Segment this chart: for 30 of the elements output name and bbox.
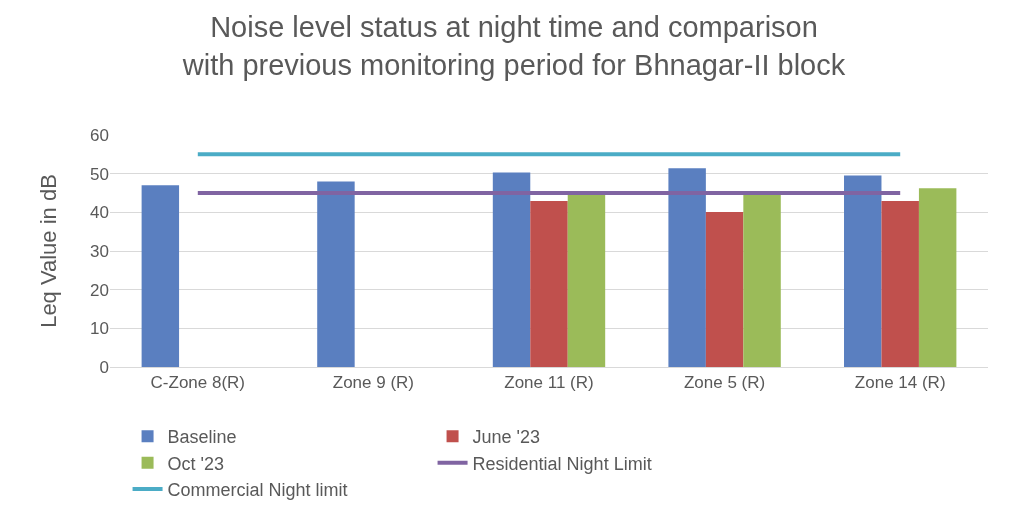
x-tick-label: Zone 9 (R) bbox=[332, 373, 415, 393]
bar bbox=[141, 185, 180, 367]
y-tick-label: 10 bbox=[90, 319, 109, 339]
x-tick-label: Zone 5 (R) bbox=[683, 373, 766, 393]
y-tick-label: 30 bbox=[90, 241, 109, 261]
bar bbox=[881, 201, 919, 367]
y-tick-label: 50 bbox=[90, 164, 109, 184]
legend-label: Residential Night Limit bbox=[472, 453, 652, 474]
bar bbox=[918, 188, 957, 367]
bar bbox=[530, 201, 568, 367]
x-tick-label: Zone 11 (R) bbox=[504, 373, 594, 393]
chart-title: Noise level status at night time and comparison with previous monitoring period for Bhnagar-II block bbox=[181, 10, 846, 81]
bar bbox=[844, 175, 882, 367]
x-tick-label: C-Zone 8(R) bbox=[150, 373, 246, 393]
bar bbox=[567, 194, 606, 367]
bar bbox=[705, 211, 744, 367]
legend-label: Oct '23 bbox=[167, 453, 225, 474]
legend-label: Baseline bbox=[167, 427, 237, 448]
legend-label: Commercial Night limit bbox=[167, 480, 348, 501]
bar bbox=[743, 194, 781, 367]
bar bbox=[492, 172, 531, 367]
y-tick-label: 40 bbox=[90, 203, 109, 223]
y-tick-label: 60 bbox=[90, 125, 109, 145]
legend-label: June '23 bbox=[472, 427, 541, 448]
bar bbox=[668, 168, 706, 367]
y-tick-label: 0 bbox=[99, 357, 109, 377]
y-tick-label: 20 bbox=[90, 280, 109, 300]
x-tick-label: Zone 14 (R) bbox=[854, 373, 946, 393]
bar bbox=[317, 181, 355, 367]
y-axis-title: Leq Value in dB bbox=[36, 174, 61, 328]
